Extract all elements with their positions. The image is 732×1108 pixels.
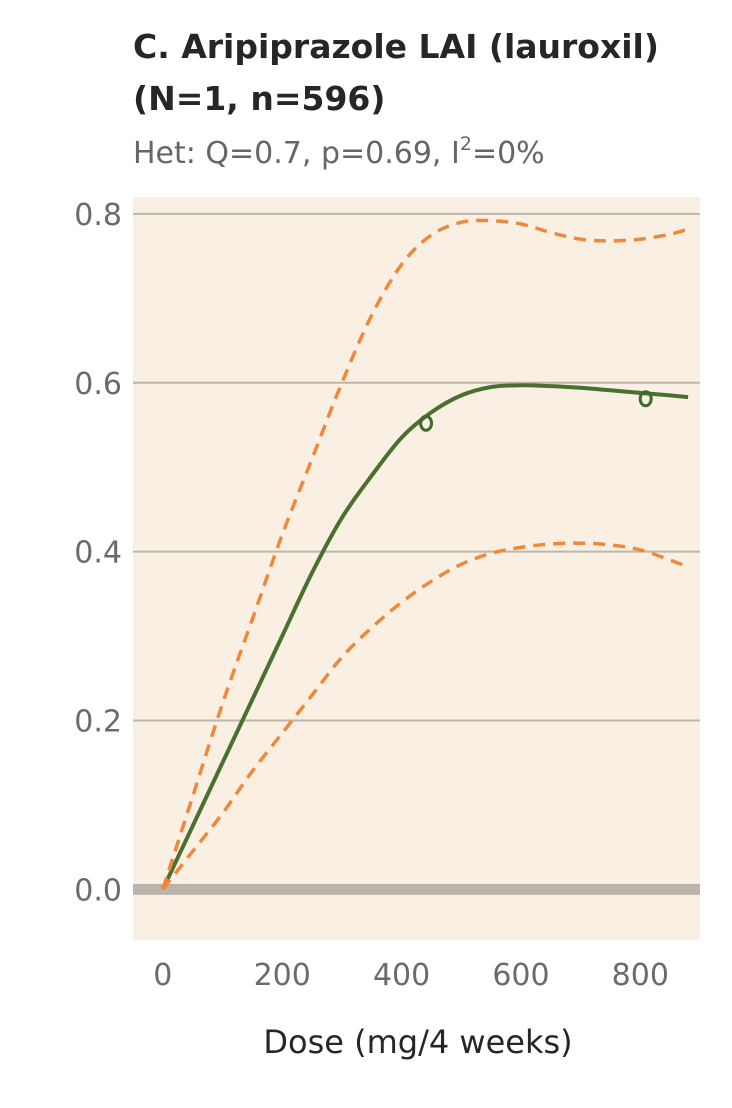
ci-upper-line [161, 218, 689, 890]
x-axis-label: Dose (mg/4 weeks) [263, 1023, 572, 1061]
x-tick-label-200: 200 [254, 958, 311, 993]
subtitle-superscript: 2 [460, 133, 472, 155]
y-tick-label-0.6: 0.6 [74, 367, 122, 402]
x-tick-label-0: 0 [153, 958, 172, 993]
data-points [419, 390, 653, 432]
y-tick-label-0.8: 0.8 [74, 198, 122, 233]
y-tick-label-0.2: 0.2 [74, 704, 122, 739]
ci-lower-line [161, 541, 689, 891]
chart-title-line2: (N=1, n=596) [133, 79, 385, 118]
x-tick-labels: 0 200 400 600 800 [153, 958, 669, 993]
y-tick-label-0.4: 0.4 [74, 536, 122, 571]
chart-subtitle: Het: Q=0.7, p=0.69, I2=0% [133, 133, 545, 171]
plot-background [133, 197, 700, 940]
y-tick-label-0.0: 0.0 [74, 873, 122, 908]
chart-title-line1: C. Aripiprazole LAI (lauroxil) [133, 27, 659, 66]
data-point-2 [638, 390, 653, 408]
x-tick-label-400: 400 [373, 958, 430, 993]
data-point-1 [419, 414, 434, 432]
y-tick-labels: 0.0 0.2 0.4 0.6 0.8 [74, 198, 122, 908]
x-tick-label-800: 800 [612, 958, 669, 993]
x-tick-label-600: 600 [492, 958, 549, 993]
grid-lines [133, 212, 700, 722]
